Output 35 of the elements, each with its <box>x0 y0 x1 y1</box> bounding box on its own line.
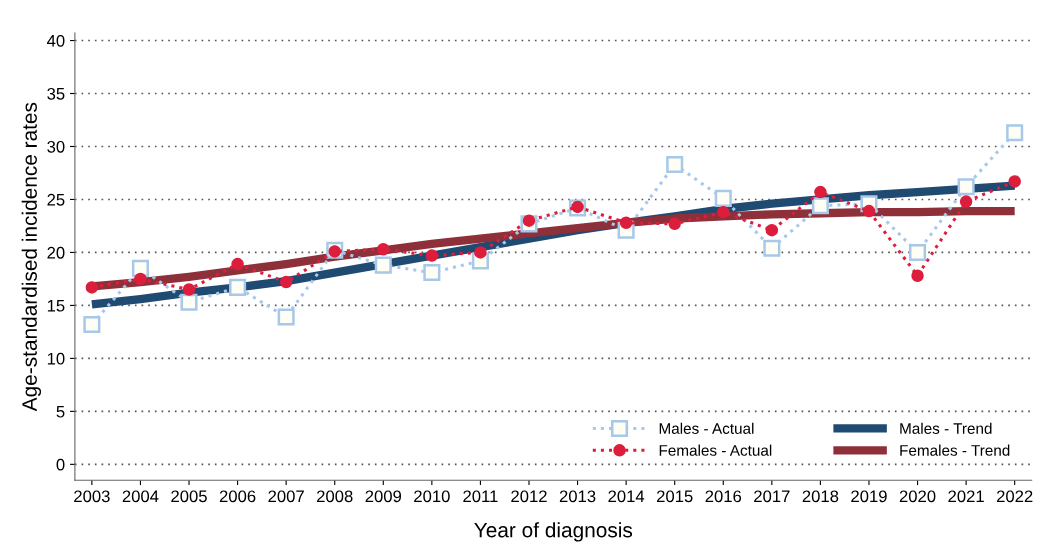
y-axis-title: Age-standardised incidence rates <box>21 102 42 412</box>
y-tick-label: 20 <box>47 246 65 259</box>
x-tick-label: 2004 <box>122 490 159 503</box>
y-tick-label: 40 <box>47 34 65 47</box>
x-tick-label: 2020 <box>899 490 936 503</box>
x-tick-label: 2017 <box>754 490 790 503</box>
x-tick-label: 2022 <box>996 490 1033 503</box>
x-tick-label: 2010 <box>414 490 450 503</box>
x-tick-label: 2003 <box>74 490 110 503</box>
x-tick-label: 2021 <box>948 490 984 503</box>
x-tick-label: 2019 <box>851 490 887 503</box>
y-tick-label: 25 <box>47 193 65 206</box>
y-tick-label: 15 <box>47 299 65 312</box>
x-tick-label: 2011 <box>463 490 498 503</box>
x-tick-label: 2005 <box>171 490 207 503</box>
legend-label: Males - Actual <box>659 422 754 434</box>
x-tick-label: 2007 <box>268 490 304 503</box>
legend-label: Females - Trend <box>900 444 1010 456</box>
x-tick-label: 2012 <box>511 490 547 503</box>
y-tick-label: 5 <box>56 405 65 418</box>
y-tick-label: 0 <box>56 458 65 471</box>
x-tick-label: 2014 <box>608 490 645 503</box>
y-tick-label: 35 <box>47 87 65 100</box>
x-axis-title: Year of diagnosis <box>474 522 633 542</box>
y-tick-label: 30 <box>47 140 65 153</box>
x-tick-label: 2015 <box>657 490 693 503</box>
x-tick-label: 2008 <box>317 490 353 503</box>
x-tick-label: 2018 <box>802 490 839 503</box>
legend-label: Males - Trend <box>900 422 992 434</box>
x-tick-label: 2013 <box>559 490 596 503</box>
x-tick-label: 2016 <box>705 490 742 503</box>
x-tick-label: 2009 <box>365 490 402 503</box>
y-tick-label: 10 <box>47 352 65 365</box>
legend-label: Females - Actual <box>659 444 772 456</box>
x-tick-label: 2006 <box>219 490 256 503</box>
